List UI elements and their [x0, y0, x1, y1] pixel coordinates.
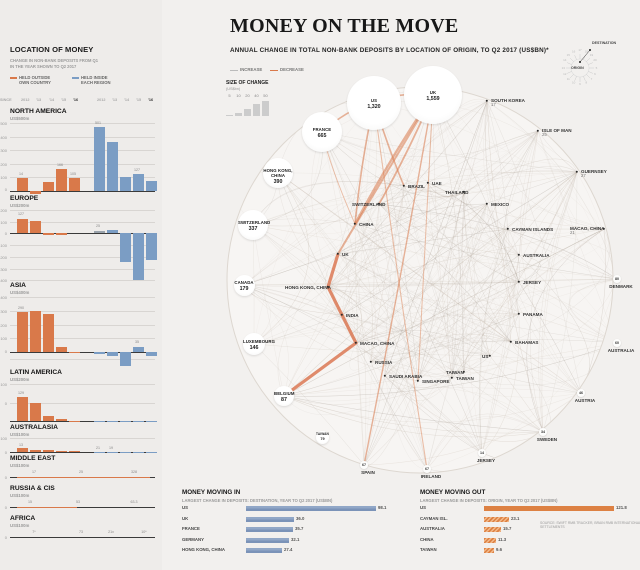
svg-text:17: 17: [578, 48, 582, 52]
svg-text:16: 16: [572, 50, 576, 54]
